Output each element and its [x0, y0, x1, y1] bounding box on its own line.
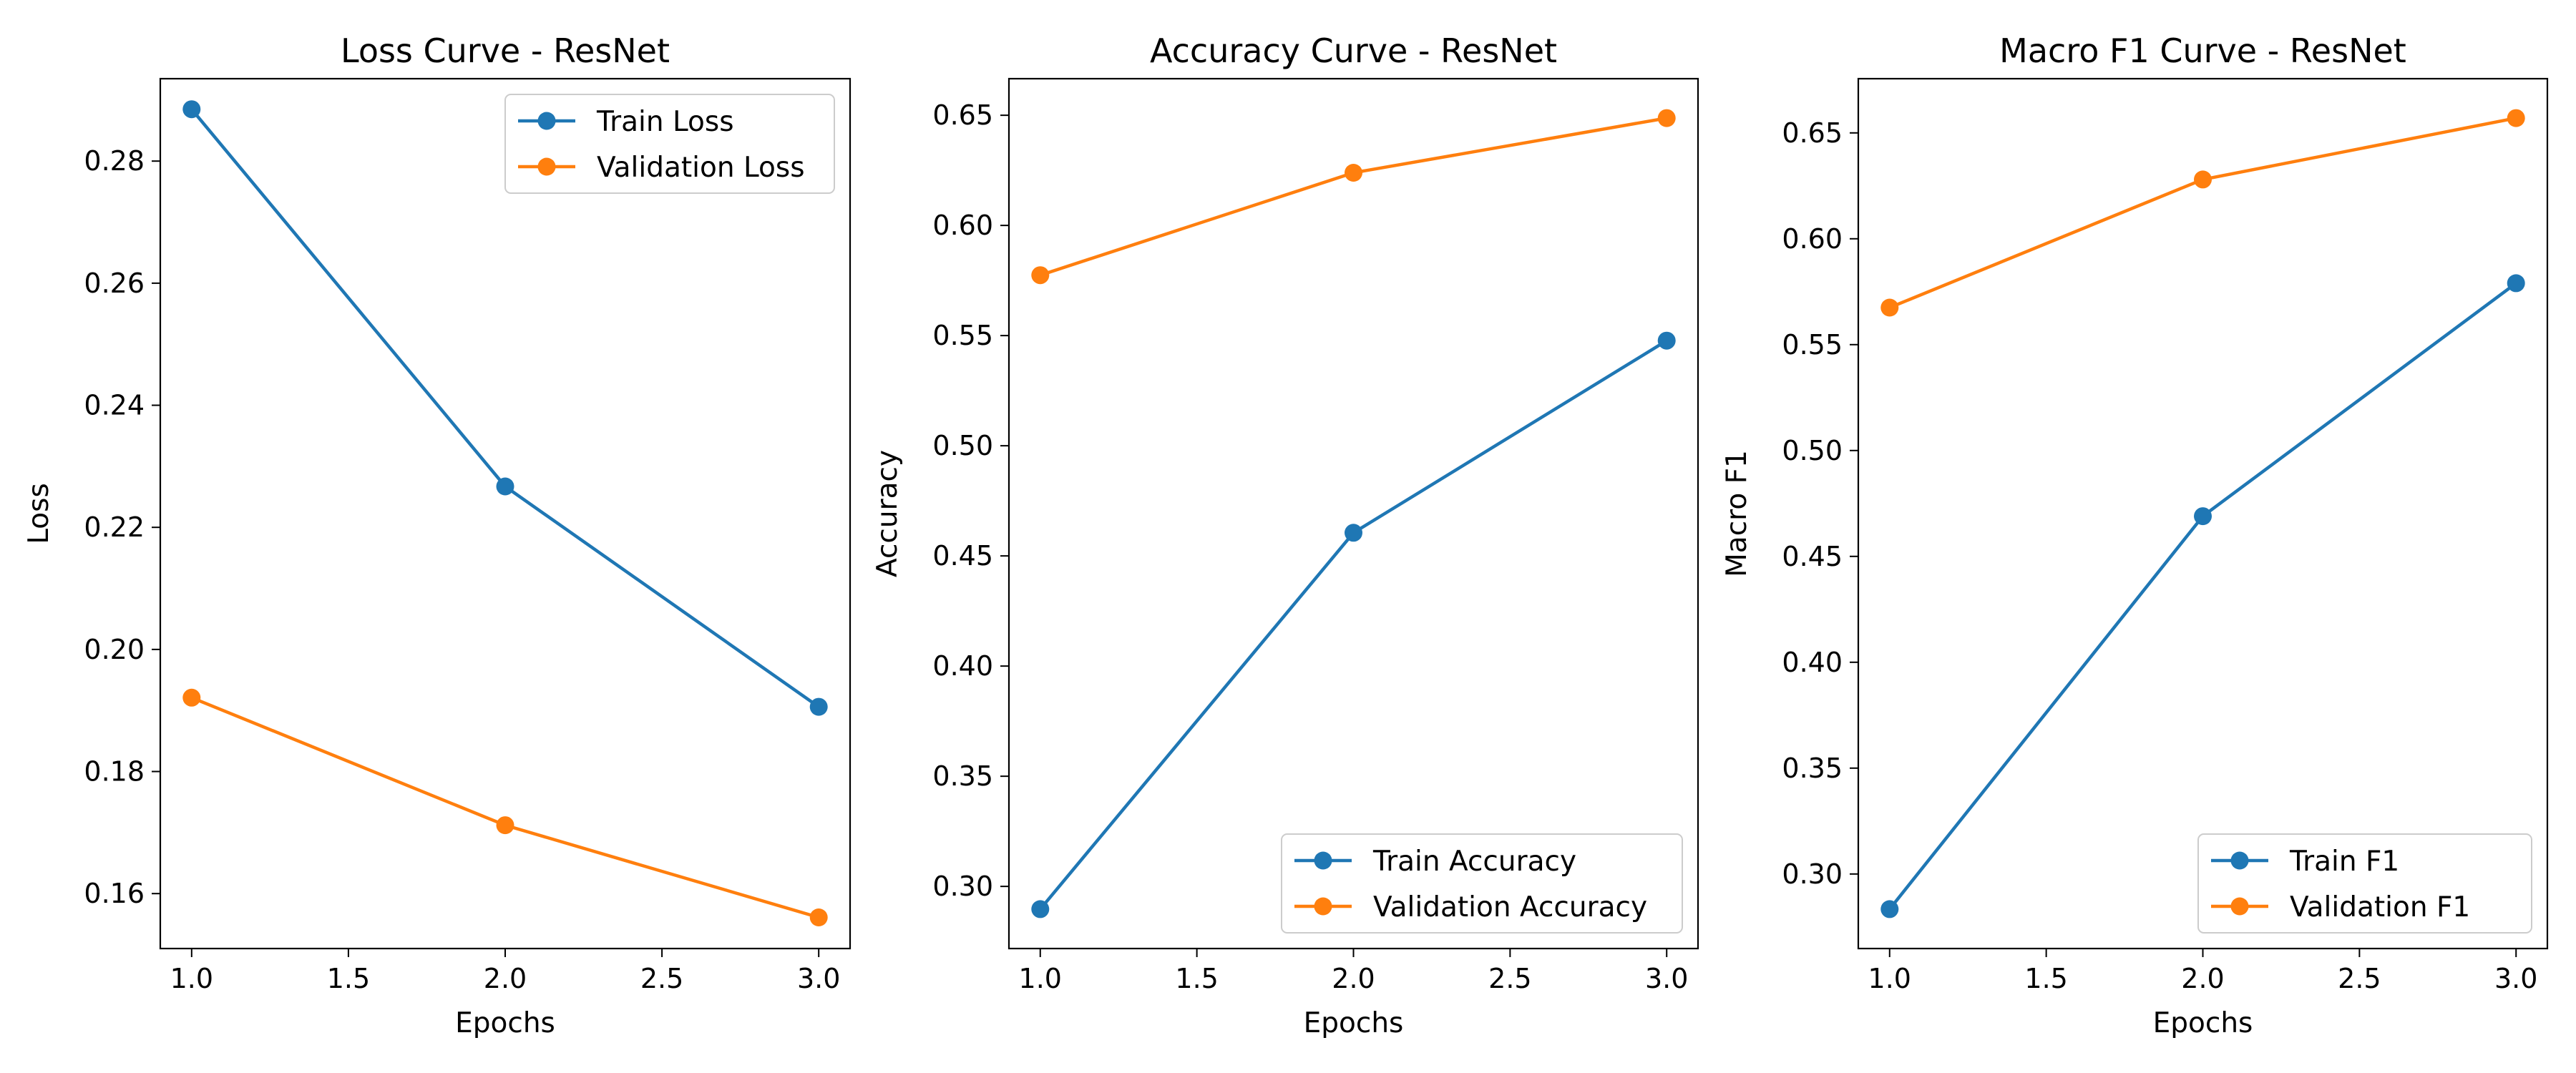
legend-label-1: Train Accuracy	[1372, 846, 1576, 878]
y-tick-label: 0.55	[1782, 329, 1843, 361]
y-tick-label: 0.55	[932, 320, 993, 351]
y-tick-label: 0.16	[84, 878, 145, 909]
y-tick-label: 0.35	[1782, 753, 1843, 784]
legend-box	[504, 94, 835, 194]
legend: Train Accuracy Validation Accuracy	[1281, 833, 1683, 934]
y-tick-label: 0.35	[932, 760, 993, 792]
legend-marker-2	[1314, 897, 1332, 916]
legend-marker-1	[537, 112, 556, 130]
x-axis-label: Epochs	[455, 1007, 555, 1039]
x-tick-label: 1.5	[2024, 963, 2067, 994]
x-tick-label: 2.0	[1332, 963, 1375, 994]
x-tick-label: 1.0	[1019, 963, 1062, 994]
y-tick-label: 0.20	[84, 634, 145, 665]
legend-label-2: Validation Loss	[597, 152, 805, 184]
legend: Train F1 Validation F1	[2197, 833, 2532, 934]
x-axis-label: Epochs	[2153, 1007, 2253, 1039]
y-tick-label: 0.60	[1782, 223, 1843, 255]
data-point-s1-1	[1880, 900, 1899, 918]
chart-title: Loss Curve - ResNet	[341, 31, 670, 70]
y-tick-label: 0.45	[1782, 541, 1843, 572]
y-tick-label: 0.40	[932, 650, 993, 682]
legend-marker-2	[2230, 897, 2249, 916]
data-point-s2-3	[1657, 109, 1676, 127]
legend-label-1: Train F1	[2289, 846, 2399, 878]
y-tick-label: 0.40	[1782, 647, 1843, 678]
data-point-s1-3	[2507, 274, 2525, 293]
x-axis-label: Epochs	[1304, 1007, 1404, 1039]
legend-box	[2197, 833, 2532, 934]
legend-marker-1	[2230, 851, 2249, 870]
y-tick-label: 0.28	[84, 145, 145, 177]
data-point-s1-3	[809, 697, 828, 716]
y-tick-label: 0.45	[932, 540, 993, 572]
y-tick-label: 0.24	[84, 390, 145, 421]
y-tick-label: 0.65	[932, 99, 993, 131]
y-tick-label: 0.26	[84, 268, 145, 299]
data-point-s1-2	[2194, 507, 2212, 526]
y-axis-label: Accuracy	[872, 450, 904, 577]
x-tick-label: 2.0	[2181, 963, 2224, 994]
x-tick-label: 2.5	[1488, 963, 1531, 994]
y-tick-label: 0.60	[932, 210, 993, 241]
legend: Train Loss Validation Loss	[504, 94, 835, 194]
data-point-s1-2	[1345, 524, 1362, 542]
legend-label-2: Validation F1	[2290, 891, 2470, 923]
legend-label-1: Train Loss	[596, 106, 734, 138]
series-line-1	[190, 107, 821, 709]
y-tick-label: 0.18	[84, 756, 145, 788]
x-tick-label: 3.0	[1645, 963, 1688, 994]
chart-title: Accuracy Curve - ResNet	[1150, 31, 1557, 70]
x-tick-label: 3.0	[797, 963, 840, 994]
data-point-s1-1	[182, 100, 201, 119]
data-point-s2-2	[2194, 170, 2212, 189]
legend-marker-1	[1314, 851, 1332, 870]
chart-title: Macro F1 Curve - ResNet	[1999, 31, 2406, 70]
chart-panel-3: 1.0 1.5 2.0 2.5 3.0 0.30 0.35 0.40 0.45 0.50 0.55 0…	[1721, 31, 2549, 1039]
x-tick-label: 3.0	[2494, 963, 2537, 994]
series-line-2	[1038, 116, 1669, 277]
data-point-s2-1	[1031, 266, 1050, 285]
data-point-s2-2	[496, 816, 514, 835]
series-line-2	[1888, 116, 2518, 310]
x-tick-label: 2.5	[2338, 963, 2381, 994]
chart-panel-1: 1.0 1.5 2.0 2.5 3.0 0.16 0.18 0.20 0.22 0.24 0.26 0…	[23, 31, 852, 1039]
data-point-s2-1	[182, 688, 201, 707]
x-tick-label: 1.5	[1175, 963, 1218, 994]
y-tick-label: 0.50	[932, 430, 993, 461]
y-tick-label: 0.65	[1782, 117, 1843, 149]
x-tick-label: 1.0	[170, 963, 213, 994]
plot-frame	[1008, 77, 1699, 950]
data-point-s2-2	[1345, 164, 1362, 182]
y-tick-label: 0.30	[1782, 858, 1843, 890]
chart-panel-2: 1.0 1.5 2.0 2.5 3.0 0.30 0.35 0.40 0.45 0.50 0.55 0…	[872, 31, 1699, 1039]
data-point-s1-1	[1031, 900, 1050, 918]
x-tick-label: 2.0	[484, 963, 527, 994]
y-axis-label: Macro F1	[1721, 450, 1753, 577]
x-tick-label: 2.5	[640, 963, 683, 994]
data-point-s1-3	[1657, 331, 1676, 350]
data-point-s2-3	[809, 908, 828, 926]
x-tick-label: 1.0	[1868, 963, 1911, 994]
legend-label-2: Validation Accuracy	[1373, 891, 1647, 923]
y-tick-label: 0.50	[1782, 435, 1843, 466]
legend-box	[1281, 833, 1683, 934]
y-axis-label: Loss	[23, 483, 55, 544]
series-line-2	[190, 696, 821, 919]
y-tick-label: 0.22	[84, 511, 145, 543]
y-tick-label: 0.30	[932, 871, 993, 902]
series-line-1	[1038, 338, 1669, 911]
data-point-s2-3	[2507, 109, 2525, 127]
data-point-s1-2	[496, 477, 514, 496]
x-tick-label: 1.5	[327, 963, 370, 994]
series-line-1	[1888, 281, 2518, 911]
legend-marker-2	[537, 157, 556, 176]
data-point-s2-1	[1880, 298, 1899, 317]
